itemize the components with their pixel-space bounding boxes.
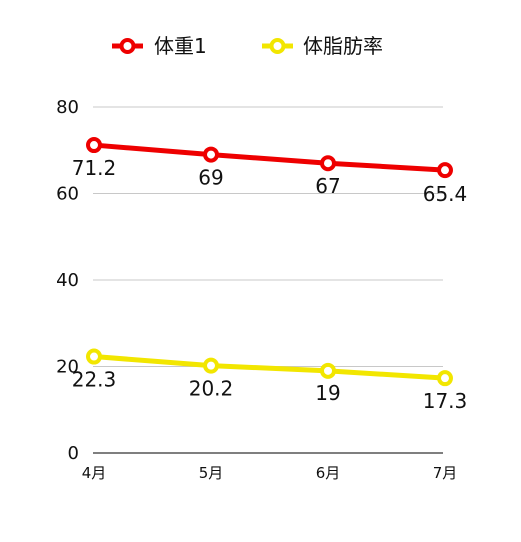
series-0-data-label-3: 65.4	[423, 182, 468, 206]
legend-marker-series-1	[269, 38, 286, 54]
series-1-data-label-0: 22.3	[72, 368, 117, 392]
series-0-point-0	[86, 137, 102, 154]
gridlines	[93, 106, 443, 367]
series-layer: 71.2 69 67 65.4 22.3 20.2 19 17.3	[72, 137, 468, 413]
y-axis: 0 20 40 60 80	[56, 97, 79, 464]
legend: 体重1 体脂肪率	[112, 34, 383, 58]
y-tick-label-20: 20	[56, 357, 79, 378]
x-axis: 4月 5月 6月 7月	[82, 452, 458, 482]
series-1-point-1	[203, 357, 219, 374]
x-tick-label-3: 7月	[433, 464, 458, 482]
x-tick-label-2: 6月	[316, 464, 341, 482]
series-0-point-2	[320, 155, 336, 172]
series-0-data-label-2: 67	[315, 174, 340, 198]
y-tick-label-40: 40	[56, 270, 79, 291]
series-0-data-label-0: 71.2	[72, 156, 117, 180]
series-line-0	[91, 142, 448, 173]
y-tick-label-80: 80	[56, 97, 79, 118]
series-1-data-label-1: 20.2	[189, 377, 234, 401]
series-0-data-label-1: 69	[198, 166, 223, 190]
series-0-point-3	[437, 162, 453, 179]
y-tick-label-0: 0	[68, 443, 79, 464]
series-1-data-label-3: 17.3	[423, 389, 468, 413]
series-1-data-label-2: 19	[315, 381, 340, 405]
series-1-point-2	[320, 362, 336, 379]
legend-marker-series-0	[119, 38, 136, 54]
legend-item-series-1: 体脂肪率	[262, 34, 383, 58]
x-tick-label-0: 4月	[82, 464, 107, 482]
series-1-point-3	[437, 370, 453, 387]
series-line-1	[91, 354, 448, 381]
legend-label-series-1: 体脂肪率	[303, 34, 383, 58]
x-tick-label-1: 5月	[199, 464, 224, 482]
legend-label-series-0: 体重1	[154, 34, 207, 58]
y-tick-label-60: 60	[56, 184, 79, 205]
legend-item-series-0: 体重1	[112, 34, 207, 58]
series-0-point-1	[203, 146, 219, 163]
series-1-point-0	[86, 348, 102, 365]
